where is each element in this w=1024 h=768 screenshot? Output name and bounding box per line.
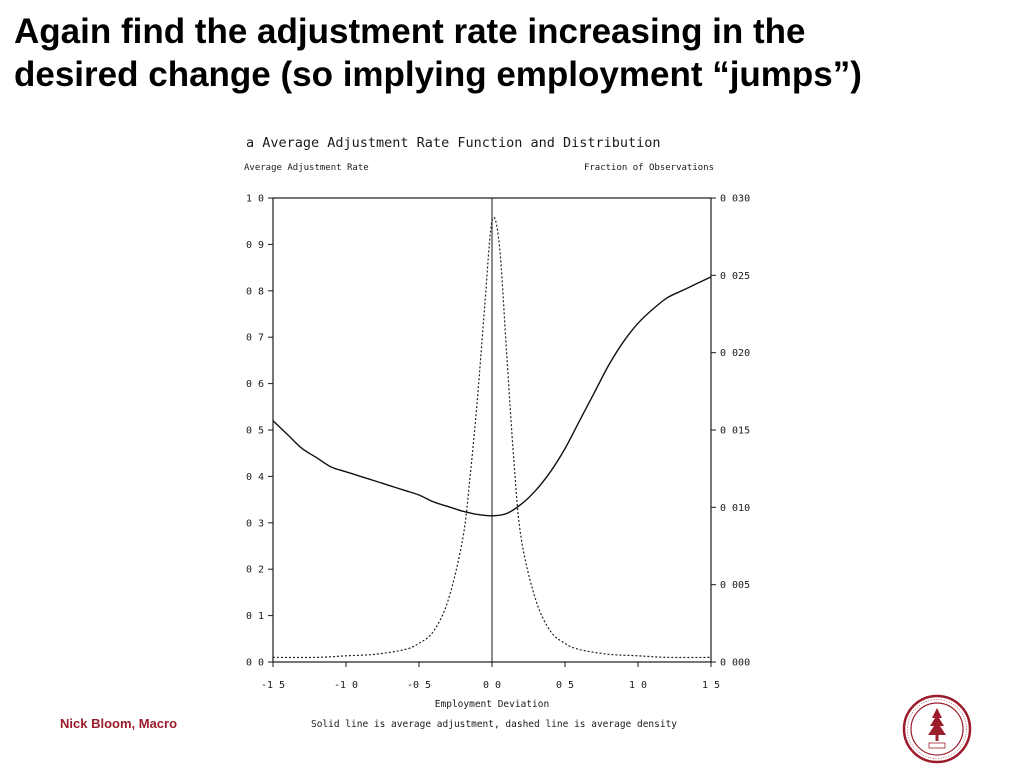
left-tick-label: 0 0	[246, 658, 264, 669]
left-tick-label: 0 9	[246, 240, 264, 251]
slide-title-line-1: Again find the adjustment rate increasin…	[14, 12, 806, 51]
chart-svg: a Average Adjustment Rate Function and D…	[244, 135, 750, 730]
right-tick-label: 0 015	[720, 426, 750, 437]
footer-author: Nick Bloom, Macro	[60, 716, 178, 731]
x-axis-label: Employment Deviation	[435, 699, 549, 710]
stanford-seal-icon	[902, 694, 972, 764]
left-tick-label: 0 1	[246, 611, 264, 622]
x-tick-label: 0 5	[556, 680, 574, 691]
left-tick-label: 1 0	[246, 194, 264, 205]
right-tick-label: 0 005	[720, 580, 750, 591]
right-tick-label: 0 020	[720, 348, 750, 359]
right-tick-label: 0 025	[720, 271, 750, 282]
x-axis-ticks: -1 5 -1 0 -0 5 0 0 0 5 1 0 1 5	[261, 662, 720, 691]
right-axis-ticks: 0 030 0 025 0 020 0 015 0 010 0 005 0 000	[711, 194, 750, 669]
chart-title: a Average Adjustment Rate Function and D…	[246, 135, 661, 151]
x-tick-label: -1 5	[261, 680, 285, 691]
right-tick-label: 0 010	[720, 503, 750, 514]
left-tick-label: 0 4	[246, 472, 264, 483]
left-axis-ticks: 1 0 0 9 0 8 0 7 0 6 0 5 0 4 0 3 0 2 0 1 0 0	[246, 194, 273, 669]
x-tick-label: 0 0	[483, 680, 501, 691]
left-tick-label: 0 2	[246, 565, 264, 576]
right-axis-label: Fraction of Observations	[584, 163, 714, 173]
left-tick-label: 0 5	[246, 426, 264, 437]
chart-figure: a Average Adjustment Rate Function and D…	[232, 128, 762, 738]
x-tick-label: -1 0	[334, 680, 358, 691]
right-tick-label: 0 030	[720, 194, 750, 205]
left-tick-label: 0 3	[246, 518, 264, 529]
left-tick-label: 0 8	[246, 286, 264, 297]
left-tick-label: 0 6	[246, 379, 264, 390]
left-axis-label: Average Adjustment Rate	[244, 163, 369, 173]
adjustment-series-line	[272, 276, 712, 517]
slide-title: Again find the adjustment rate increasin…	[14, 10, 1004, 96]
right-tick-label: 0 000	[720, 658, 750, 669]
density-series-line	[272, 216, 712, 659]
slide-title-line-2: desired change (so implying employment “…	[14, 55, 862, 94]
left-tick-label: 0 7	[246, 333, 264, 344]
chart-note: Solid line is average adjustment, dashed…	[311, 719, 677, 730]
x-tick-label: -0 5	[407, 680, 431, 691]
x-tick-label: 1 0	[629, 680, 647, 691]
x-tick-label: 1 5	[702, 680, 720, 691]
